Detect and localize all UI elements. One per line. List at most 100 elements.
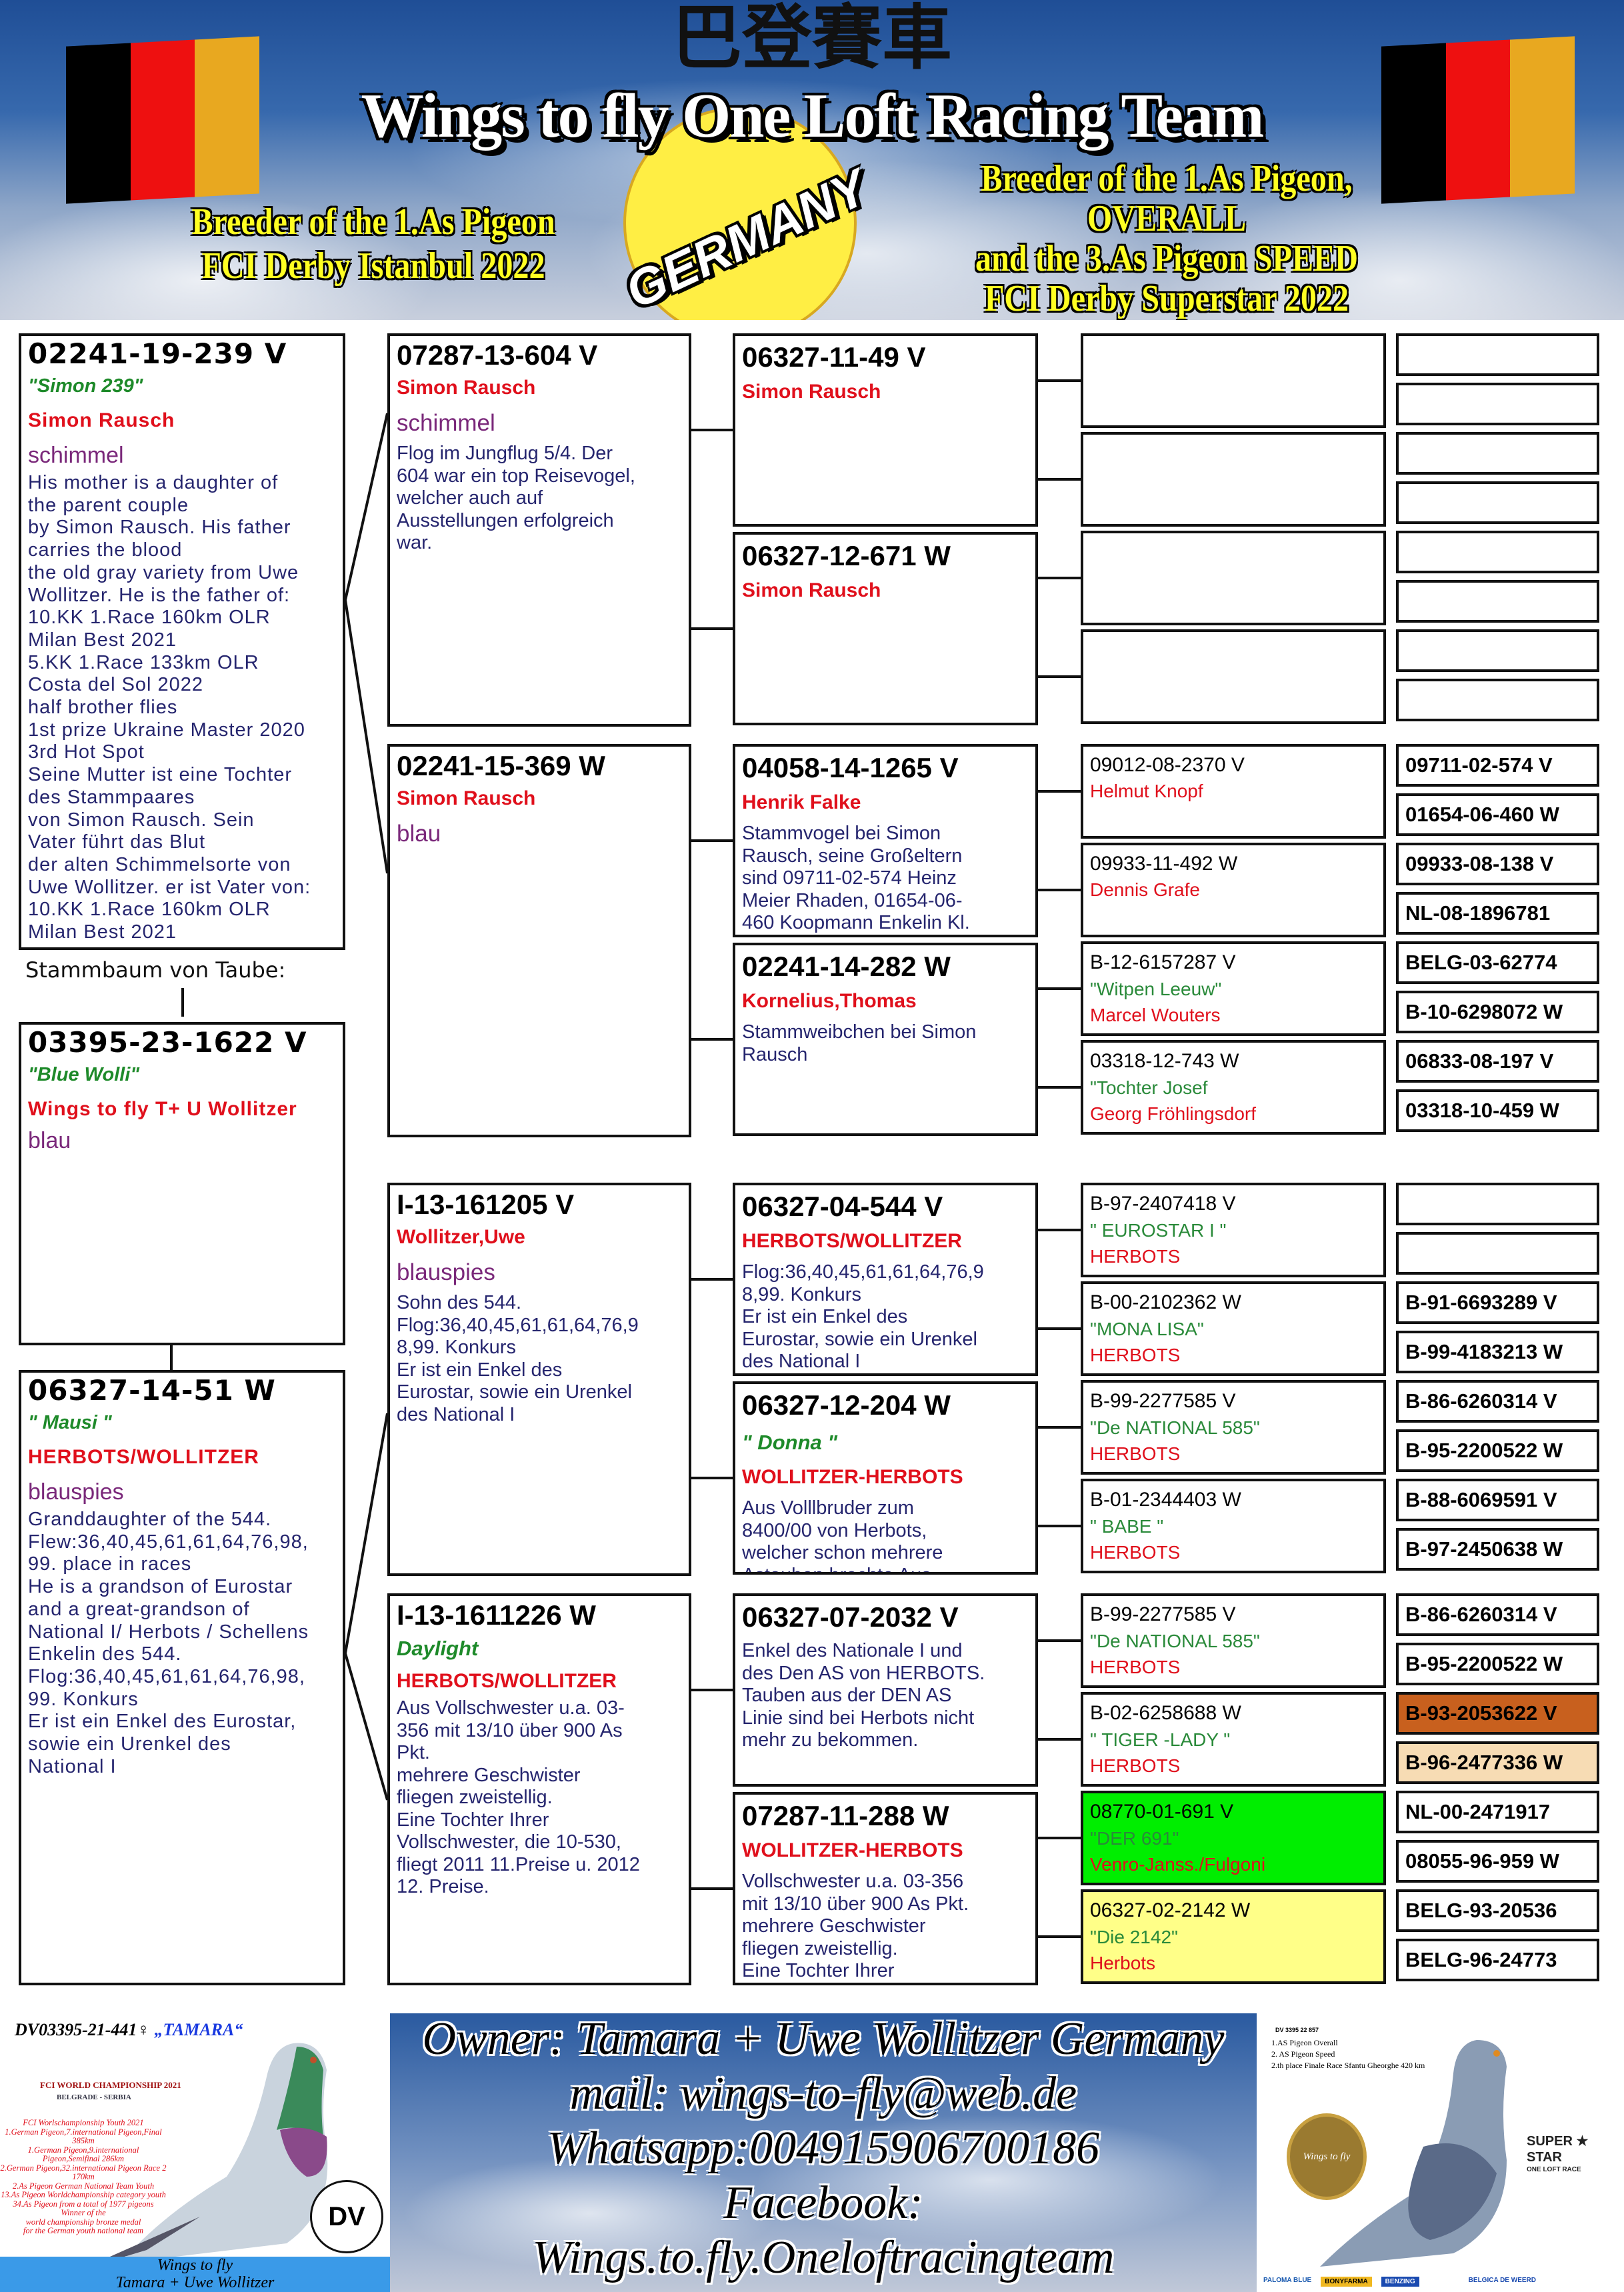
ring-number: 08055-96-959 W <box>1405 1849 1559 1873</box>
gen5-ancestor-card[interactable]: B-86-6260314 V <box>1396 1380 1599 1423</box>
dam-card[interactable]: 06327-14-51 W " Mausi " HERBOTS/WOLLITZE… <box>19 1370 345 1985</box>
gen5-ancestor-card[interactable]: 06833-08-197 V <box>1396 1040 1599 1083</box>
gen4-ancestor-card[interactable] <box>1081 629 1386 724</box>
pigeon-name: "Witpen Leeuw" <box>1090 979 1222 999</box>
ring-number: B-97-2407418 V <box>1090 1193 1236 1215</box>
award-line: FCI Derby Superstar 2022 <box>984 278 1349 319</box>
gen3-ancestor-card[interactable]: 06327-12-671 W Simon Rausch <box>733 532 1038 725</box>
facebook-label: Facebook: <box>723 2177 923 2229</box>
ring: DV 3395 22 857 <box>1275 2027 1319 2033</box>
gen4-ancestor-card[interactable]: B-01-2344403 W " BABE " HERBOTS <box>1081 1479 1386 1573</box>
ring-number: B-01-2344403 W <box>1090 1489 1241 1511</box>
gen5-ancestor-card[interactable] <box>1396 432 1599 475</box>
gen4-ancestor-card[interactable]: B-99-2277585 V "De NATIONAL 585" HERBOTS <box>1081 1380 1386 1475</box>
ring-number: 02241-19-239 V <box>28 337 287 370</box>
ring-number: BELG-93-20536 <box>1405 1899 1557 1922</box>
gen4-ancestor-card[interactable]: B-99-2277585 V "De NATIONAL 585" HERBOTS <box>1081 1593 1386 1688</box>
gen5-ancestor-card[interactable] <box>1396 1183 1599 1225</box>
gen5-ancestor-card[interactable]: B-86-6260314 V <box>1396 1593 1599 1636</box>
ring-number: B-93-2053622 V <box>1405 1701 1557 1725</box>
gen5-ancestor-card[interactable]: 01654-06-460 W <box>1396 793 1599 836</box>
gen5-ancestor-card[interactable]: B-99-4183213 W <box>1396 1331 1599 1373</box>
breeder: Simon Rausch <box>397 377 536 399</box>
gen5-ancestor-card[interactable]: 03318-10-459 W <box>1396 1089 1599 1132</box>
subject-card[interactable]: 03395-23-1622 V "Blue Wolli" Wings to fl… <box>19 1022 345 1345</box>
gen3-ancestor-card[interactable]: 06327-12-204 W " Donna " WOLLITZER-HERBOTS… <box>733 1381 1038 1575</box>
gen4-ancestor-card[interactable]: B-02-6258688 W " TIGER -LADY " HERBOTS <box>1081 1692 1386 1787</box>
gen5-ancestor-card[interactable] <box>1396 580 1599 623</box>
event-place: BELGRADE - SERBIA <box>57 2093 131 2101</box>
gen3-ancestor-card[interactable]: 06327-07-2032 V Enkel des Nationale I und… <box>733 1593 1038 1787</box>
gen5-ancestor-card[interactable]: B-96-2477336 W <box>1396 1741 1599 1784</box>
gen5-ancestor-card[interactable]: NL-00-2471917 <box>1396 1791 1599 1833</box>
gen5-ancestor-card[interactable] <box>1396 481 1599 524</box>
gen4-ancestor-card[interactable]: B-00-2102362 W "MONA LISA" HERBOTS <box>1081 1281 1386 1376</box>
gen5-ancestor-card[interactable]: BELG-93-20536 <box>1396 1889 1599 1932</box>
notes: His mother is a daughter of the parent c… <box>28 472 311 943</box>
gen2-ancestor-card[interactable]: I-13-1611226 W Daylight HERBOTS/WOLLITZER A… <box>387 1593 691 1985</box>
gen5-ancestor-card[interactable] <box>1396 531 1599 573</box>
pigeon-name: "Die 2142" <box>1090 1927 1178 1947</box>
gen5-ancestor-card[interactable]: B-95-2200522 W <box>1396 1429 1599 1472</box>
color: blau <box>28 1128 71 1153</box>
gen5-ancestor-card[interactable]: 09711-02-574 V <box>1396 744 1599 787</box>
super-star-logo: SUPER ★ STAR ONE LOFT RACE <box>1527 2133 1624 2175</box>
color: schimmel <box>397 410 495 436</box>
gen5-ancestor-card[interactable]: B-95-2200522 W <box>1396 1643 1599 1685</box>
gen5-ancestor-card[interactable]: B-10-6298072 W <box>1396 991 1599 1033</box>
award-line: Breeder of the 1.As Pigeon <box>191 201 555 243</box>
gen5-ancestor-card[interactable] <box>1396 333 1599 376</box>
ring-number: BELG-96-24773 <box>1405 1948 1557 1971</box>
notes: Granddaughter of the 544. Flew:36,40,45,… <box>28 1509 309 1777</box>
gen4-ancestor-card[interactable]: 06327-02-2142 W "Die 2142" Herbots <box>1081 1889 1386 1984</box>
gen4-ancestor-card[interactable]: B-12-6157287 V "Witpen Leeuw" Marcel Woute… <box>1081 941 1386 1036</box>
gen4-ancestor-card[interactable] <box>1081 333 1386 428</box>
gen5-ancestor-card[interactable]: B-88-6069591 V <box>1396 1479 1599 1521</box>
sponsor-logo: BELGICA DE WEERD <box>1468 2277 1536 2284</box>
gen5-ancestor-card[interactable] <box>1396 1232 1599 1275</box>
wings-banner: Wings to fly Tamara + Uwe Wollitzer <box>0 2257 390 2292</box>
pigeon-photo-icon <box>80 2043 328 2270</box>
ring-number: B-97-2450638 W <box>1405 1537 1563 1561</box>
gen3-ancestor-card[interactable]: 06327-11-49 V Simon Rausch <box>733 333 1038 527</box>
result-line: 1.AS Pigeon Overall <box>1271 2038 1338 2047</box>
breeder: HERBOTS/WOLLITZER <box>742 1230 962 1252</box>
gen3-ancestor-card[interactable]: 02241-14-282 W Kornelius,Thomas Stammweibc… <box>733 943 1038 1136</box>
gen2-ancestor-card[interactable]: I-13-161205 V Wollitzer,Uwe blauspies Sohn … <box>387 1183 691 1576</box>
gen4-ancestor-card[interactable]: 09933-11-492 W Dennis Grafe <box>1081 843 1386 937</box>
ring-number: B-95-2200522 W <box>1405 1652 1563 1675</box>
gen4-ancestor-card[interactable]: 03318-12-743 W "Tochter Josef Georg Fröhli… <box>1081 1040 1386 1135</box>
gen4-ancestor-card[interactable]: B-97-2407418 V " EUROSTAR I " HERBOTS <box>1081 1183 1386 1277</box>
gen5-ancestor-card[interactable]: BELG-96-24773 <box>1396 1939 1599 1981</box>
breeder: Herbots <box>1090 1953 1156 1973</box>
gen5-ancestor-card[interactable]: 09933-08-138 V <box>1396 843 1599 885</box>
gen5-ancestor-card[interactable]: NL-08-1896781 <box>1396 892 1599 935</box>
gen5-ancestor-card[interactable] <box>1396 629 1599 672</box>
award-line: OVERALL <box>1087 198 1247 239</box>
result-line: 1.German Pigeon,9.international Pigeon,S… <box>27 2145 139 2163</box>
gen4-ancestor-card[interactable] <box>1081 531 1386 625</box>
gen5-ancestor-card[interactable]: BELG-03-62774 <box>1396 941 1599 984</box>
gen3-ancestor-card[interactable]: 07287-11-288 W WOLLITZER-HERBOTS Vollschwe… <box>733 1792 1038 1985</box>
email-link[interactable]: mail: wings-to-fly@web.de <box>569 2068 1077 2119</box>
gen4-ancestor-card[interactable]: 08770-01-691 V "DER 691" Venro-Janss./Fulg… <box>1081 1791 1386 1885</box>
tamara-results: FCI Worlschampionship Youth 2021 1.German… <box>0 2118 167 2236</box>
gen2-ancestor-card[interactable]: 02241-15-369 W Simon Rausch blau <box>387 744 691 1137</box>
gen3-ancestor-card[interactable]: 06327-04-544 V HERBOTS/WOLLITZER Flog:36,4… <box>733 1183 1038 1376</box>
gen4-ancestor-card[interactable]: 09012-08-2370 V Helmut Knopf <box>1081 744 1386 839</box>
whatsapp-number: Whatsapp:004915906700186 <box>547 2123 1100 2174</box>
gen4-ancestor-card[interactable] <box>1081 432 1386 527</box>
gen5-ancestor-card[interactable] <box>1396 383 1599 425</box>
gen5-ancestor-card[interactable]: B-97-2450638 W <box>1396 1528 1599 1571</box>
tamara-name: „TAMARA“ <box>154 2020 243 2039</box>
facebook-link[interactable]: Wings.to.fly.Oneloftracingteam <box>532 2232 1115 2283</box>
gen5-ancestor-card[interactable]: B-91-6693289 V <box>1396 1281 1599 1324</box>
gen2-ancestor-card[interactable]: 07287-13-604 V Simon Rausch schimmel Flog i… <box>387 333 691 727</box>
sire-card[interactable]: 02241-19-239 V "Simon 239" Simon Rausch … <box>19 333 345 950</box>
gen5-ancestor-card[interactable] <box>1396 679 1599 721</box>
gen5-ancestor-card[interactable]: B-93-2053622 V <box>1396 1692 1599 1735</box>
pigeon-name: "De NATIONAL 585" <box>1090 1417 1260 1438</box>
gen5-ancestor-card[interactable]: 08055-96-959 W <box>1396 1840 1599 1883</box>
breeder: HERBOTS <box>1090 1657 1181 1677</box>
gen3-ancestor-card[interactable]: 04058-14-1265 V Henrik Falke Stammvogel be… <box>733 744 1038 937</box>
